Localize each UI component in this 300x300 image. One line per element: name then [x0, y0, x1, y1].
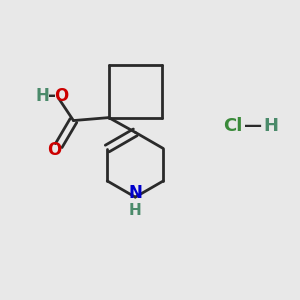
Text: -: -	[48, 86, 56, 105]
Text: O: O	[47, 141, 62, 159]
Text: O: O	[55, 86, 69, 104]
Text: H: H	[263, 117, 278, 135]
Text: H: H	[36, 86, 50, 104]
Text: H: H	[129, 203, 142, 218]
Text: Cl: Cl	[223, 117, 242, 135]
Text: —: —	[244, 117, 262, 135]
Text: N: N	[128, 184, 142, 202]
